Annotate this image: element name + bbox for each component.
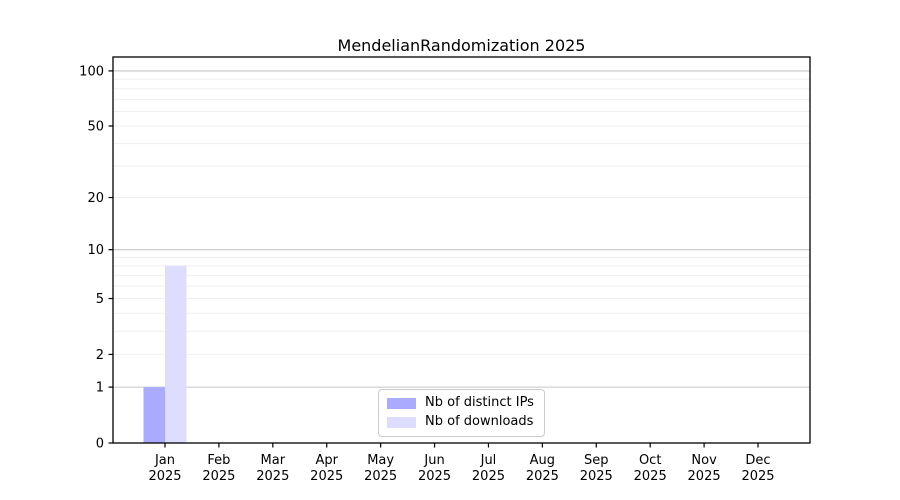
- x-tick-label: Nov 2025: [688, 453, 721, 484]
- chart-title: MendelianRandomization 2025: [337, 36, 586, 55]
- legend-row-distinct-ips: Nb of distinct IPs: [387, 395, 534, 411]
- x-tick-label: Apr 2025: [310, 453, 343, 484]
- legend-label-distinct-ips: Nb of distinct IPs: [425, 395, 534, 410]
- legend-label-downloads: Nb of downloads: [425, 414, 534, 429]
- legend: Nb of distinct IPs Nb of downloads: [378, 389, 545, 437]
- x-tick-label: Jan 2025: [148, 453, 181, 484]
- bar-distinct-ips-jan: [143, 387, 165, 443]
- x-tick-label: May 2025: [364, 453, 397, 484]
- bar-downloads-jan: [165, 265, 187, 443]
- y-tick-label: 10: [87, 243, 104, 258]
- legend-swatch-distinct-ips: [387, 397, 416, 409]
- x-tick-label: Sep 2025: [580, 453, 613, 484]
- y-tick-label: 20: [87, 191, 104, 206]
- y-tick-label: 2: [96, 348, 104, 363]
- x-tick-label: Jun 2025: [418, 453, 451, 484]
- x-tick-label: Aug 2025: [526, 453, 559, 484]
- legend-swatch-downloads: [387, 416, 416, 428]
- y-tick-label: 50: [87, 119, 104, 134]
- y-tick-label: 1: [96, 381, 104, 396]
- y-tick-label: 100: [79, 64, 104, 79]
- y-tick-label: 5: [96, 292, 104, 307]
- x-tick-label: Feb 2025: [202, 453, 235, 484]
- legend-row-downloads: Nb of downloads: [387, 414, 534, 430]
- x-tick-label: Jul 2025: [472, 453, 505, 484]
- x-tick-label: Mar 2025: [256, 453, 289, 484]
- x-tick-label: Oct 2025: [634, 453, 667, 484]
- y-tick-label: 0: [96, 437, 104, 452]
- x-tick-label: Dec 2025: [741, 453, 774, 484]
